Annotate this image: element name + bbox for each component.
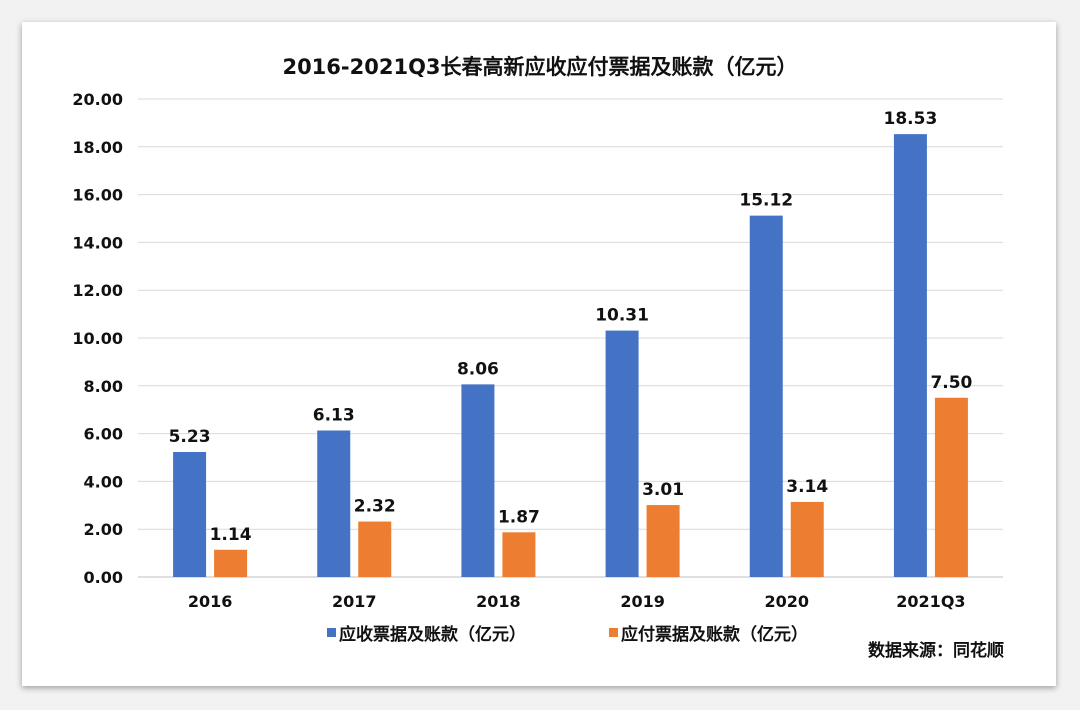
bar xyxy=(646,505,680,577)
legend-swatch xyxy=(327,628,336,637)
data-label: 6.13 xyxy=(313,405,355,425)
bar xyxy=(461,384,495,577)
source-note: 数据来源：同花顺 xyxy=(868,640,1004,661)
bar xyxy=(173,452,207,577)
y-tick-label: 16.00 xyxy=(72,186,123,205)
data-label: 1.87 xyxy=(498,507,540,527)
chart-title: 2016-2021Q3长春高新应收应付票据及账款（亿元） xyxy=(282,55,797,79)
x-tick-label: 2019 xyxy=(620,592,665,611)
data-label: 7.50 xyxy=(930,373,972,393)
y-tick-label: 4.00 xyxy=(84,472,123,491)
x-tick-label: 2021Q3 xyxy=(896,592,965,611)
legend: 应收票据及账款（亿元） 应付票据及账款（亿元） xyxy=(327,624,808,645)
data-label: 10.31 xyxy=(595,306,649,326)
x-tick-label: 2017 xyxy=(332,592,377,611)
y-tick-label: 20.00 xyxy=(72,90,123,109)
bars: 5.23 1.14 6.13 2.32 8.06 1.87 10.31 3.01 15.12 3.… xyxy=(169,109,973,577)
bar xyxy=(790,501,824,577)
y-axis: 0.00 2.00 4.00 6.00 8.00 10.00 12.00 14.00 16.00… xyxy=(72,90,123,587)
x-axis: 2016 2017 2018 2019 2020 2021Q3 xyxy=(188,592,966,611)
y-tick-label: 6.00 xyxy=(84,425,123,444)
data-label: 2.32 xyxy=(354,497,396,517)
legend-swatch xyxy=(609,628,618,637)
data-label: 18.53 xyxy=(884,109,938,129)
data-label: 3.14 xyxy=(786,477,828,497)
data-label: 15.12 xyxy=(739,191,793,211)
bar xyxy=(934,397,968,577)
y-tick-label: 12.00 xyxy=(72,281,123,300)
x-tick-label: 2016 xyxy=(188,592,233,611)
y-tick-label: 2.00 xyxy=(84,520,123,539)
y-tick-label: 14.00 xyxy=(72,233,123,252)
bar xyxy=(893,134,927,577)
data-label: 3.01 xyxy=(642,480,684,500)
bar xyxy=(502,532,536,577)
bar xyxy=(358,521,392,577)
bar xyxy=(605,330,639,577)
y-tick-label: 8.00 xyxy=(84,377,123,396)
legend-label: 应付票据及账款（亿元） xyxy=(621,624,808,645)
bar xyxy=(749,215,783,577)
legend-label: 应收票据及账款（亿元） xyxy=(339,624,526,645)
y-tick-label: 0.00 xyxy=(84,568,123,587)
gridlines xyxy=(138,98,1003,578)
data-label: 8.06 xyxy=(457,359,499,379)
y-tick-label: 10.00 xyxy=(72,329,123,348)
x-tick-label: 2018 xyxy=(476,592,521,611)
bar xyxy=(317,430,351,577)
bar xyxy=(214,549,248,577)
y-tick-label: 18.00 xyxy=(72,138,123,157)
data-label: 5.23 xyxy=(169,427,211,447)
x-tick-label: 2020 xyxy=(764,592,809,611)
data-label: 1.14 xyxy=(210,525,252,545)
